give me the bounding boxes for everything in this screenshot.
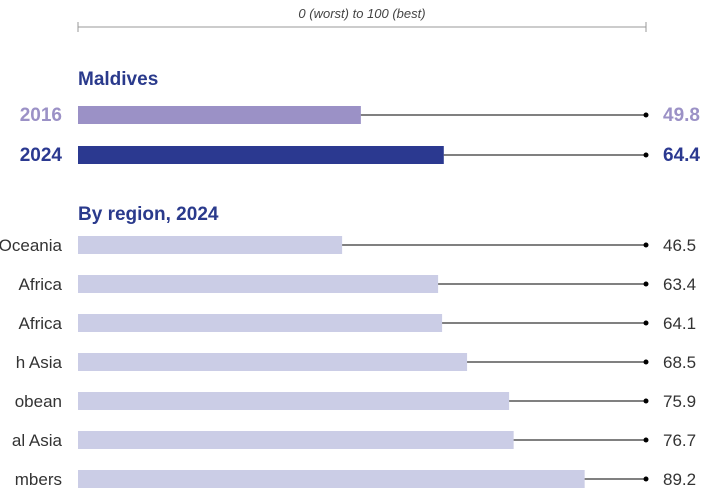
value-label-region-0: 46.5	[663, 236, 696, 255]
bar-region-1	[78, 275, 439, 293]
bar-region-3	[78, 353, 468, 371]
category-label-region-4: obean	[15, 392, 62, 411]
scale-label-backdrop	[246, 4, 478, 24]
value-label-region-5: 76.7	[663, 431, 696, 450]
connector-dot-region-1	[643, 281, 649, 287]
bar-region-0	[78, 236, 343, 254]
category-label-country-1: 2024	[20, 145, 63, 166]
country-bars: 2016 49.8 2024 64.4	[20, 105, 701, 166]
value-label-region-1: 63.4	[663, 275, 696, 294]
value-label-region-4: 75.9	[663, 392, 696, 411]
connector-dot-region-5	[643, 437, 649, 443]
value-label-region-2: 64.1	[663, 314, 696, 333]
scale-label: 0 (worst) to 100 (best)	[298, 6, 425, 21]
connector-dot-country-1	[643, 152, 649, 158]
scale-axis: 0 (worst) to 100 (best)	[77, 4, 647, 32]
connector-dot-region-3	[643, 359, 649, 365]
category-label-region-5: al Asia	[12, 431, 63, 450]
connector-dot-region-2	[643, 320, 649, 326]
category-label-region-0: Oceania	[0, 236, 63, 255]
category-label-region-6: mbers	[15, 470, 62, 489]
category-label-region-2: Africa	[19, 314, 63, 333]
bar-region-5	[78, 431, 514, 449]
category-label-region-1: Africa	[19, 275, 63, 294]
value-label-region-3: 68.5	[663, 353, 696, 372]
connector-dot-country-0	[643, 112, 649, 118]
bar-region-4	[78, 392, 510, 410]
value-label-region-6: 89.2	[663, 470, 696, 489]
value-label-country-1: 64.4	[663, 145, 700, 166]
value-label-country-0: 49.8	[663, 105, 700, 126]
category-label-region-3: h Asia	[16, 353, 63, 372]
category-label-country-0: 2016	[20, 105, 62, 126]
bar-region-2	[78, 314, 443, 332]
connector-dot-region-6	[643, 476, 649, 482]
connector-dot-region-4	[643, 398, 649, 404]
bar-country-0	[78, 106, 361, 124]
country-title: Maldives	[78, 69, 158, 90]
region-bars: Oceania 46.5 Africa 63.4 Africa 64.1 h Asia 68.…	[0, 236, 696, 489]
bar-country-1	[78, 146, 444, 164]
connector-dot-region-0	[643, 242, 649, 248]
region-title: By region, 2024	[78, 204, 219, 225]
bar-region-6	[78, 470, 585, 488]
